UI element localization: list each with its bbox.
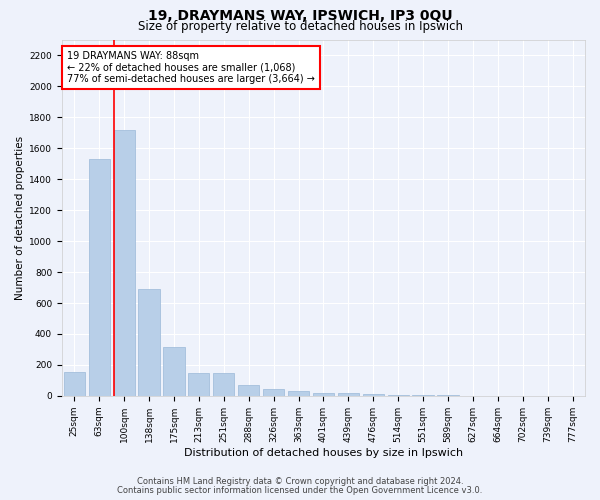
Y-axis label: Number of detached properties: Number of detached properties — [15, 136, 25, 300]
Bar — [213, 372, 235, 396]
Bar — [288, 391, 309, 396]
Text: Contains HM Land Registry data © Crown copyright and database right 2024.: Contains HM Land Registry data © Crown c… — [137, 477, 463, 486]
Bar — [238, 385, 259, 396]
Bar — [113, 130, 135, 396]
Bar — [188, 372, 209, 396]
Bar — [64, 372, 85, 396]
Bar — [263, 389, 284, 396]
X-axis label: Distribution of detached houses by size in Ipswich: Distribution of detached houses by size … — [184, 448, 463, 458]
Text: Size of property relative to detached houses in Ipswich: Size of property relative to detached ho… — [137, 20, 463, 33]
Bar — [362, 394, 384, 396]
Bar — [163, 347, 185, 396]
Text: 19, DRAYMANS WAY, IPSWICH, IP3 0QU: 19, DRAYMANS WAY, IPSWICH, IP3 0QU — [148, 9, 452, 23]
Bar — [388, 395, 409, 396]
Bar — [338, 393, 359, 396]
Bar — [412, 395, 434, 396]
Bar — [139, 289, 160, 396]
Bar — [313, 393, 334, 396]
Text: Contains public sector information licensed under the Open Government Licence v3: Contains public sector information licen… — [118, 486, 482, 495]
Bar — [89, 159, 110, 396]
Text: 19 DRAYMANS WAY: 88sqm
← 22% of detached houses are smaller (1,068)
77% of semi-: 19 DRAYMANS WAY: 88sqm ← 22% of detached… — [67, 50, 315, 84]
